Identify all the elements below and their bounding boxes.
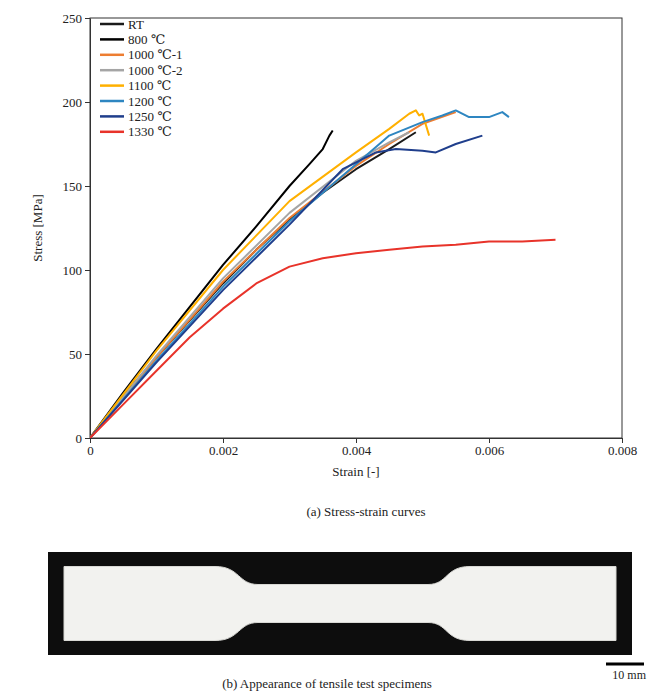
photo-background	[48, 552, 632, 655]
y-tick: 150	[63, 179, 91, 194]
x-tick-label: 0	[87, 443, 94, 458]
legend-swatch	[100, 23, 124, 26]
y-axis: 0 50 100 150 200 250	[63, 11, 91, 446]
chart-caption: (a) Stress-strain curves	[306, 504, 425, 519]
legend-swatch	[100, 84, 124, 87]
specimen-caption: (b) Appearance of tensile test specimens	[222, 676, 432, 691]
y-tick-mark	[85, 270, 90, 271]
y-tick-label: 150	[63, 179, 83, 194]
x-axis-title: Strain [-]	[332, 464, 379, 479]
legend-swatch	[100, 38, 124, 41]
legend-swatch	[100, 54, 124, 57]
legend-swatch	[100, 115, 124, 118]
y-tick-label: 100	[63, 263, 83, 278]
y-tick: 250	[63, 11, 91, 26]
y-tick: 200	[63, 95, 91, 110]
y-tick-label: 200	[63, 95, 83, 110]
x-axis: 0 0.002 0.004 0.006 0.008	[87, 438, 637, 458]
y-tick: 50	[69, 347, 90, 362]
legend-label: 1200 ℃	[128, 94, 172, 109]
series-line	[90, 240, 556, 438]
x-tick: 0	[87, 438, 94, 458]
specimen	[64, 567, 616, 641]
series-line	[90, 110, 509, 438]
x-tick-label: 0.004	[342, 443, 372, 458]
legend-label: 1000 ℃-1	[128, 47, 183, 62]
legend-label: 1000 ℃-2	[128, 63, 183, 78]
y-tick-mark	[85, 18, 90, 19]
x-tick-label: 0.006	[475, 443, 505, 458]
y-tick: 0	[76, 431, 91, 446]
legend-swatch	[100, 69, 124, 72]
scale-bar-label: 10 mm	[612, 668, 646, 682]
series-line	[90, 136, 482, 438]
y-tick-mark	[85, 354, 90, 355]
legend-label: 1330 ℃	[128, 124, 172, 139]
y-axis-title: Stress [MPa]	[30, 194, 45, 262]
y-tick-mark	[85, 438, 90, 439]
legend-label: 1250 ℃	[128, 109, 172, 124]
x-tick-label: 0.002	[209, 443, 238, 458]
legend-label: 800 ℃	[128, 32, 165, 47]
x-tick-label: 0.008	[608, 443, 637, 458]
y-tick: 100	[63, 263, 91, 278]
x-tick: 0.006	[475, 438, 505, 458]
y-tick-label: 250	[63, 11, 83, 26]
y-axis-line	[90, 19, 91, 439]
y-tick-label: 0	[76, 431, 83, 446]
y-tick-label: 50	[69, 347, 82, 362]
series-group	[90, 110, 556, 438]
plot-frame	[90, 18, 622, 438]
x-tick: 0.004	[342, 438, 372, 458]
scale-bar	[606, 663, 644, 666]
series-line	[90, 132, 409, 438]
legend-label: 1100 ℃	[128, 78, 171, 93]
y-tick-mark	[85, 102, 90, 103]
x-tick: 0.008	[608, 438, 637, 458]
x-tick: 0.002	[209, 438, 238, 458]
y-tick-mark	[85, 186, 90, 187]
legend: RT800 ℃1000 ℃-11000 ℃-21100 ℃1200 ℃1250 …	[100, 17, 183, 140]
legend-swatch	[100, 131, 124, 134]
series-line	[90, 110, 429, 438]
legend-label: RT	[128, 17, 144, 32]
legend-swatch	[100, 100, 124, 103]
figure: 0 0.002 0.004 0.006 0.008 0 50 100 150 200 250 Stra…	[0, 0, 654, 700]
